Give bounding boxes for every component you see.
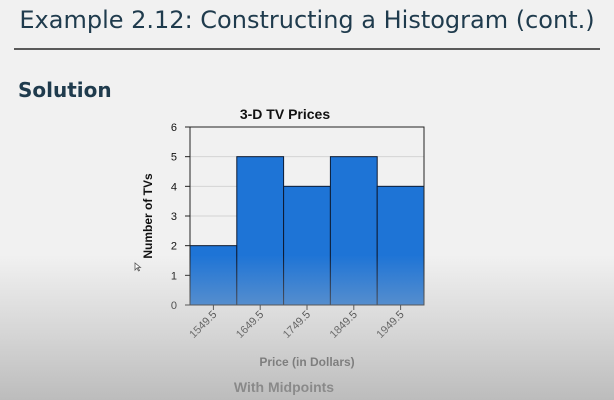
chart-subtitle: With Midpoints	[234, 379, 334, 395]
histogram-bar	[236, 156, 285, 306]
x-tick-label: 1549.5	[187, 309, 219, 341]
histogram-bar	[283, 185, 331, 306]
y-axis-ticks: 0 1 2 3 4 5 6	[171, 122, 190, 312]
histogram-bar	[189, 245, 238, 306]
y-axis-label: Number of TVs	[141, 173, 155, 259]
histogram-bar	[376, 185, 425, 306]
y-tick-label: 4	[171, 181, 177, 193]
mouse-cursor-icon	[134, 262, 142, 272]
bars	[189, 156, 425, 306]
y-tick-label: 5	[171, 152, 177, 164]
y-tick-label: 6	[171, 122, 177, 134]
section-label: Solution	[18, 78, 112, 102]
x-axis-ticks: 1549.5 1649.5 1749.5 1849.5 1949.5	[187, 305, 407, 341]
x-axis-label: Price (in Dollars)	[259, 355, 354, 369]
slide-title: Example 2.12: Constructing a Histogram (…	[19, 6, 595, 34]
x-tick-label: 1649.5	[234, 309, 266, 341]
y-tick-label: 1	[171, 270, 177, 282]
title-divider	[14, 48, 600, 50]
histogram-bar	[329, 156, 378, 306]
y-tick-label: 3	[171, 211, 177, 223]
y-tick-label: 0	[171, 300, 177, 312]
chart-title: 3-D TV Prices	[240, 106, 330, 122]
x-tick-label: 1749.5	[281, 309, 313, 341]
y-tick-label: 2	[171, 241, 177, 253]
x-tick-label: 1849.5	[328, 309, 360, 341]
x-tick-label: 1949.5	[374, 309, 406, 341]
